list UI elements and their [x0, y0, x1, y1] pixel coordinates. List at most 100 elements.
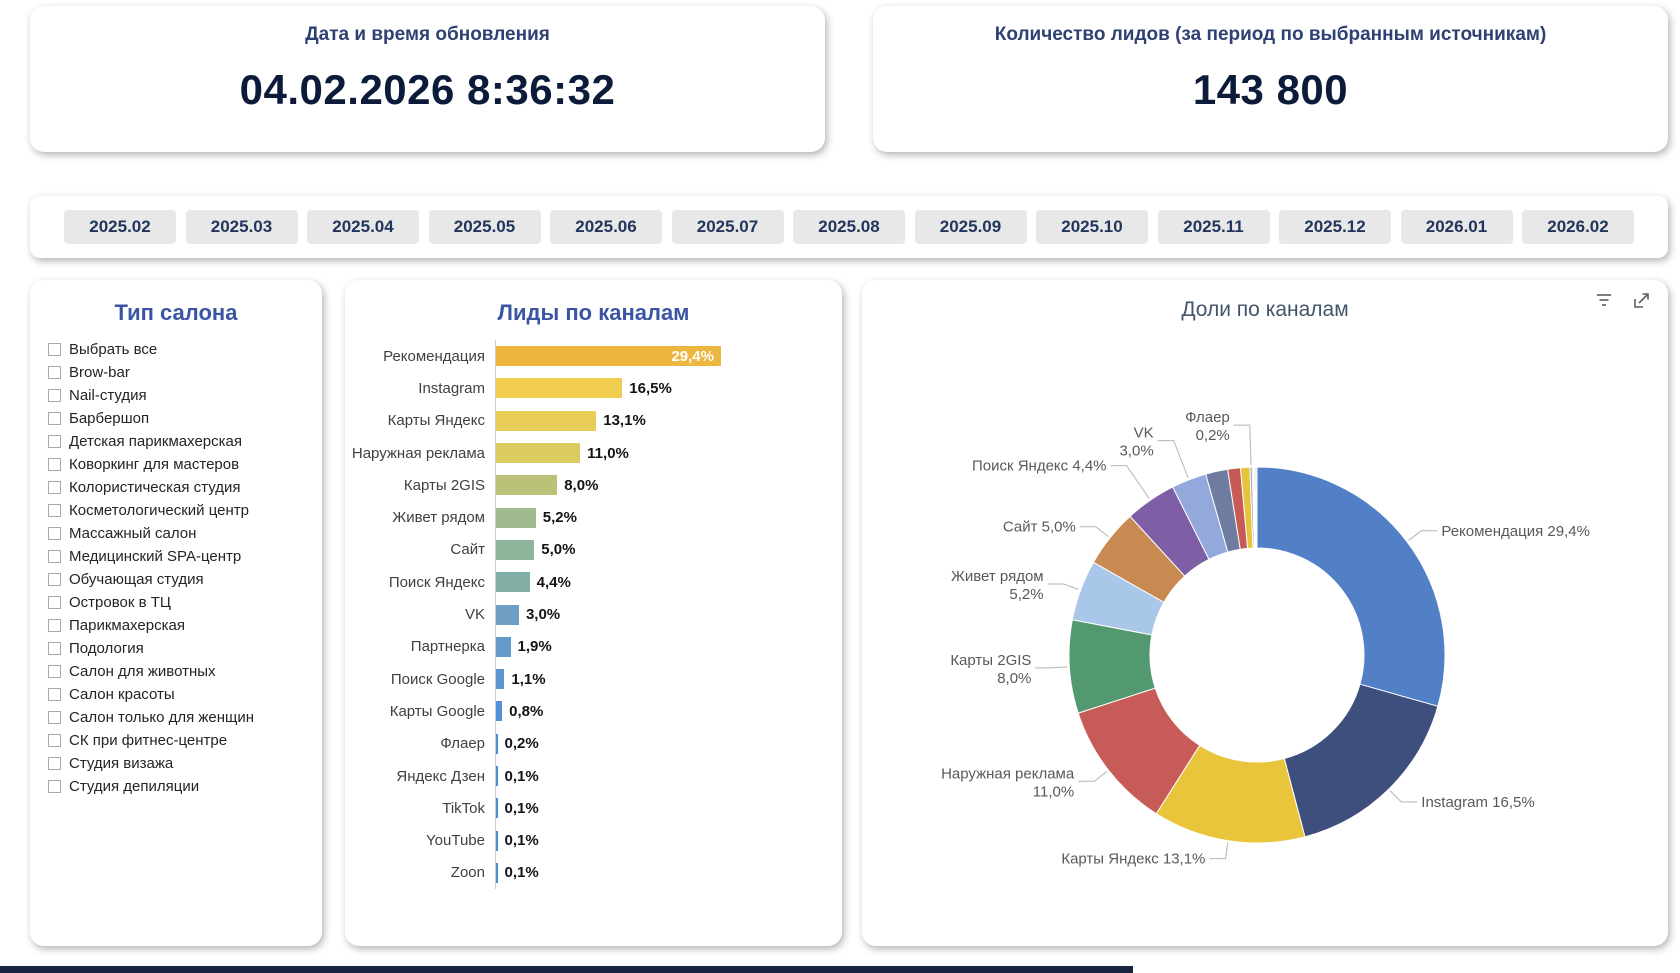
checkbox[interactable]: [48, 688, 61, 701]
month-button-2026-02[interactable]: 2026.02: [1522, 210, 1634, 244]
bar-category-label: Карты 2GIS: [403, 476, 485, 494]
focus-mode-icon[interactable]: [1633, 292, 1650, 309]
filter-icon[interactable]: [1595, 292, 1613, 308]
salon-type-option-парикмахерская[interactable]: Парикмахерская: [48, 614, 304, 637]
update-card-title: Дата и время обновления: [305, 24, 550, 45]
donut-callout-флаер: Флаер 0,2%: [1185, 409, 1230, 444]
checkbox[interactable]: [48, 343, 61, 356]
checkbox[interactable]: [48, 458, 61, 471]
month-button-2025-08[interactable]: 2025.08: [793, 210, 905, 244]
salon-type-option-обучающая-студия[interactable]: Обучающая студия: [48, 568, 304, 591]
bar-track: 0,1%: [495, 792, 830, 825]
checkbox[interactable]: [48, 573, 61, 586]
checkbox[interactable]: [48, 734, 61, 747]
salon-type-option-детская-парикмахерская[interactable]: Детская парикмахерская: [48, 430, 304, 453]
bar-instagram[interactable]: [496, 378, 623, 399]
update-datetime-value: 04.02.2026 8:36:32: [239, 66, 616, 113]
bar-наружная-реклама[interactable]: [496, 443, 581, 464]
salon-type-option-салон-для-животных[interactable]: Салон для животных: [48, 660, 304, 683]
month-button-2025-03[interactable]: 2025.03: [185, 210, 298, 244]
donut-slice-instagram[interactable]: [1283, 683, 1439, 838]
month-button-2025-09[interactable]: 2025.09: [914, 210, 1027, 244]
salon-type-option-подология[interactable]: Подология: [48, 637, 304, 660]
bar-value-label: 0,1%: [504, 799, 539, 817]
salon-type-option-медицинский-spa-центр[interactable]: Медицинский SPA-центр: [48, 545, 304, 568]
month-button-2025-06[interactable]: 2025.06: [550, 210, 662, 244]
salon-type-panel: Тип салона Выбрать все Brow-bar Nail-студи…: [30, 280, 322, 946]
bar-zoon[interactable]: [496, 862, 498, 883]
checkbox[interactable]: [48, 619, 61, 632]
bar-value-label: 1,1%: [511, 670, 546, 688]
salon-type-option-ск-при-фитнес-центре[interactable]: СК при фитнес-центре: [48, 729, 304, 752]
salon-type-option-салон-только-для-женщин[interactable]: Салон только для женщин: [48, 706, 304, 729]
bar-vk[interactable]: [496, 604, 519, 625]
checkbox-label: Барбершоп: [69, 410, 150, 427]
donut-callout-vk: VK 3,0%: [1119, 425, 1153, 460]
salon-type-option-косметологический-центр[interactable]: Косметологический центр: [48, 499, 304, 522]
donut-callout-живет-рядом: Живет рядом 5,2%: [951, 568, 1044, 603]
bar-row: Zoon 0,1%: [345, 856, 830, 890]
bar-сайт[interactable]: [496, 539, 535, 560]
checkbox[interactable]: [48, 527, 61, 540]
month-button-2025-04[interactable]: 2025.04: [307, 210, 419, 244]
salon-type-option-студия-депиляции[interactable]: Студия депиляции: [48, 775, 304, 798]
checkbox[interactable]: [48, 780, 61, 793]
bar-category-label: Наружная реклама: [351, 444, 485, 462]
bar-яндекс-дзен[interactable]: [496, 766, 498, 786]
salon-type-option-студия-визажа[interactable]: Студия визажа: [48, 752, 304, 775]
salon-type-option-выбрать-все[interactable]: Выбрать все: [48, 338, 304, 361]
checkbox[interactable]: [48, 481, 61, 494]
checkbox[interactable]: [48, 366, 61, 379]
checkbox[interactable]: [48, 711, 61, 724]
bar-track: 5,0%: [495, 533, 830, 567]
callout-leader-line: [1389, 790, 1418, 803]
month-button-2025-05[interactable]: 2025.05: [428, 210, 541, 244]
month-button-2025-12[interactable]: 2025.12: [1279, 210, 1391, 244]
bar-поиск-google[interactable]: [496, 669, 505, 690]
salon-type-option-салон-красоты[interactable]: Салон красоты: [48, 683, 304, 706]
checkbox[interactable]: [48, 757, 61, 770]
salon-type-option-массажный-салон[interactable]: Массажный салон: [48, 522, 304, 545]
checkbox[interactable]: [48, 642, 61, 655]
checkbox[interactable]: [48, 596, 61, 609]
bar-флаер[interactable]: [496, 733, 498, 754]
checkbox[interactable]: [48, 435, 61, 448]
bar-tiktok[interactable]: [496, 798, 498, 819]
salon-type-option-brow-bar[interactable]: Brow-bar: [48, 361, 304, 384]
month-button-2026-01[interactable]: 2026.01: [1400, 210, 1513, 244]
month-button-2025-02[interactable]: 2025.02: [64, 210, 176, 244]
salon-type-option-коворкинг-для-мастеров[interactable]: Коворкинг для мастеров: [48, 453, 304, 476]
bar-category-label: Карты Яндекс: [387, 412, 485, 430]
month-button-2025-07[interactable]: 2025.07: [671, 210, 784, 244]
checkbox[interactable]: [48, 550, 61, 563]
bar-карты-2gis[interactable]: [496, 475, 558, 496]
bar-category-label: Поиск Яндекс: [388, 573, 485, 591]
checkbox[interactable]: [48, 504, 61, 517]
bar-chart-title: Лиды по каналам: [497, 300, 690, 325]
bar-track: 3,0%: [495, 598, 830, 631]
donut-slice-рекомендация[interactable]: [1256, 466, 1446, 707]
month-button-2025-11[interactable]: 2025.11: [1157, 210, 1270, 244]
salon-type-option-барбершоп[interactable]: Барбершоп: [48, 407, 304, 430]
bar-track: 0,1%: [495, 824, 830, 857]
bar-youtube[interactable]: [496, 830, 498, 851]
bar-партнерка[interactable]: [496, 636, 511, 657]
salon-type-option-островок-в-тц[interactable]: Островок в ТЦ: [48, 591, 304, 614]
bar-рекомендация[interactable]: 29,4%: [496, 346, 721, 367]
bar-карты-яндекс[interactable]: [496, 410, 597, 431]
salon-type-option-nail-студия[interactable]: Nail-студия: [48, 384, 304, 407]
leads-by-channel-panel: Лиды по каналам Рекомендация 29,4% Instagr…: [345, 280, 842, 946]
month-button-2025-10[interactable]: 2025.10: [1036, 210, 1148, 244]
bar-поиск-яндекс[interactable]: [496, 572, 530, 593]
checkbox[interactable]: [48, 389, 61, 402]
callout-leader-line: [1157, 440, 1189, 479]
bar-карты-google[interactable]: [496, 701, 503, 722]
checkbox-label: Подология: [69, 640, 144, 657]
bar-value-label: 1,9%: [517, 638, 552, 656]
checkbox[interactable]: [48, 665, 61, 678]
donut-chart-title: Доли по каналам: [1181, 298, 1349, 321]
salon-type-option-колористическая-студия[interactable]: Колористическая студия: [48, 476, 304, 499]
bar-живет-рядом[interactable]: [496, 507, 536, 528]
checkbox[interactable]: [48, 412, 61, 425]
donut-slice-zoon[interactable]: [1255, 466, 1258, 549]
